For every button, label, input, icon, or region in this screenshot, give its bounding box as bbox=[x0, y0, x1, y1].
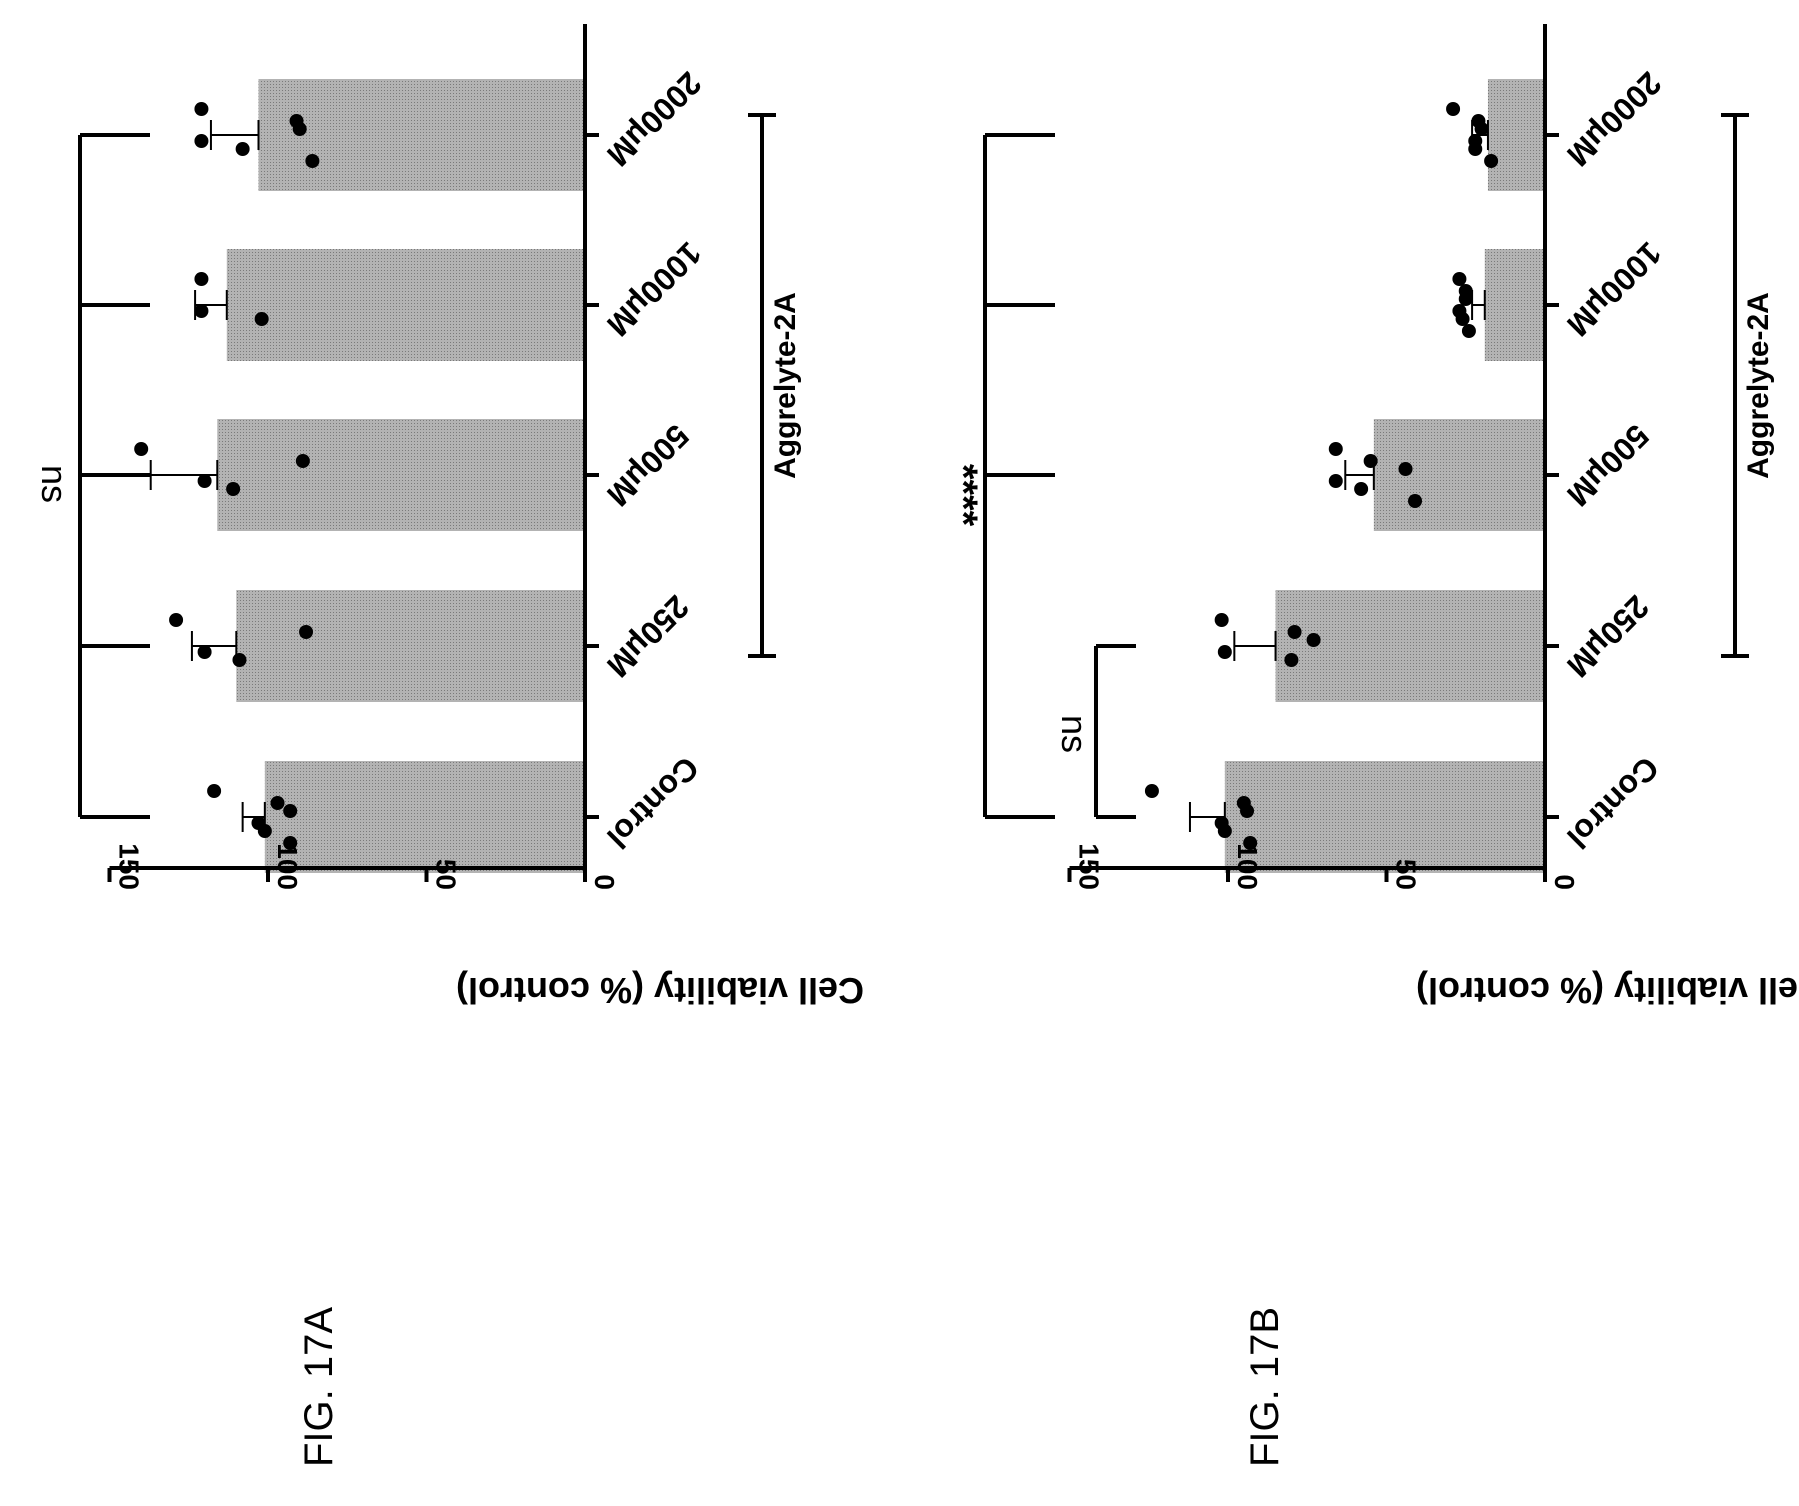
value-tick-label: 0 bbox=[589, 874, 620, 890]
bar-b-4 bbox=[1487, 79, 1545, 191]
data-point bbox=[1287, 625, 1302, 639]
value-tick-label: 50 bbox=[431, 859, 462, 890]
data-point bbox=[1217, 824, 1232, 838]
data-point bbox=[1284, 653, 1299, 667]
data-point bbox=[270, 796, 285, 810]
data-point bbox=[235, 142, 250, 156]
data-point bbox=[1408, 494, 1423, 508]
category-label: 250μM bbox=[1560, 589, 1656, 685]
data-point bbox=[1461, 324, 1476, 338]
chart-17a: 0 50 100 150 Cell viability (% control) Contr… bbox=[34, 24, 864, 1011]
data-point bbox=[1354, 482, 1369, 496]
data-point bbox=[1474, 122, 1489, 136]
data-point bbox=[292, 122, 307, 136]
figure-17b-caption-text: FIG. 17B bbox=[1243, 1307, 1287, 1467]
significance-label: ns bbox=[1054, 715, 1095, 753]
data-point bbox=[1243, 836, 1258, 850]
significance-label: **** bbox=[941, 464, 985, 527]
bar-a-1 bbox=[236, 590, 586, 702]
group-label: Aggrelyte-2A bbox=[769, 292, 802, 479]
value-tick-label: 150 bbox=[1074, 843, 1105, 890]
data-point bbox=[1328, 474, 1343, 488]
data-point bbox=[1363, 454, 1378, 468]
bar-a-4 bbox=[258, 79, 585, 191]
bar-a-0 bbox=[264, 761, 585, 873]
figure-17a-caption-text: FIG. 17A bbox=[297, 1307, 341, 1467]
category-label: 2000μM bbox=[600, 65, 708, 173]
data-point bbox=[299, 625, 314, 639]
data-point bbox=[194, 272, 209, 286]
data-point bbox=[295, 454, 310, 468]
value-tick-label: 50 bbox=[1391, 859, 1422, 890]
bar-b-3 bbox=[1484, 249, 1545, 361]
data-point bbox=[1214, 613, 1229, 627]
bar-b-1 bbox=[1275, 590, 1545, 702]
group-label: Aggrelyte-2A bbox=[1742, 292, 1775, 479]
figure-17b-caption: FIG. 17B bbox=[1243, 1307, 1287, 1467]
data-point bbox=[194, 134, 209, 148]
bar-a-3 bbox=[226, 249, 586, 361]
category-label: 500μM bbox=[1560, 418, 1656, 514]
data-point bbox=[1484, 154, 1499, 168]
value-tick-label: 100 bbox=[1232, 843, 1263, 890]
data-point bbox=[1240, 804, 1255, 818]
data-point bbox=[207, 784, 222, 798]
data-point bbox=[197, 474, 212, 488]
data-point bbox=[1458, 292, 1473, 306]
data-point bbox=[1455, 312, 1470, 326]
data-point bbox=[1446, 102, 1461, 116]
value-tick-label: 100 bbox=[272, 843, 303, 890]
chart-17b: 0 50 100 150 Cell viability (% control) Contr… bbox=[941, 24, 1799, 1011]
bar-b-2 bbox=[1373, 419, 1545, 531]
value-tick-label: 150 bbox=[114, 843, 145, 890]
data-point bbox=[1398, 462, 1413, 476]
category-label: Control bbox=[1560, 750, 1666, 856]
category-label: 2000μM bbox=[1560, 65, 1668, 173]
category-label: Control bbox=[600, 750, 706, 856]
significance-label: ns bbox=[34, 465, 75, 503]
bar-b-0 bbox=[1224, 761, 1545, 873]
data-point bbox=[226, 482, 241, 496]
data-point bbox=[1452, 272, 1467, 286]
data-point bbox=[257, 824, 272, 838]
category-label: 1000μM bbox=[1560, 235, 1668, 343]
data-point bbox=[1306, 633, 1321, 647]
data-point bbox=[197, 645, 212, 659]
data-point bbox=[194, 102, 209, 116]
axis-title: Cell viability (% control) bbox=[456, 970, 864, 1011]
category-label: 1000μM bbox=[600, 235, 708, 343]
data-point bbox=[194, 304, 209, 318]
data-point bbox=[1468, 142, 1483, 156]
data-point bbox=[1217, 645, 1232, 659]
data-point bbox=[305, 154, 320, 168]
data-point bbox=[283, 836, 298, 850]
value-tick-label: 0 bbox=[1549, 874, 1580, 890]
category-label: 500μM bbox=[600, 418, 696, 514]
axis-title: Cell viability (% control) bbox=[1416, 970, 1799, 1011]
data-point bbox=[1328, 442, 1343, 456]
figure-17a-caption: FIG. 17A bbox=[297, 1307, 341, 1467]
data-point bbox=[1144, 784, 1159, 798]
data-point bbox=[232, 653, 247, 667]
data-point bbox=[169, 613, 184, 627]
data-point bbox=[134, 442, 149, 456]
category-label: 250μM bbox=[600, 589, 696, 685]
bar-a-2 bbox=[217, 419, 585, 531]
data-point bbox=[283, 804, 298, 818]
data-point bbox=[254, 312, 269, 326]
